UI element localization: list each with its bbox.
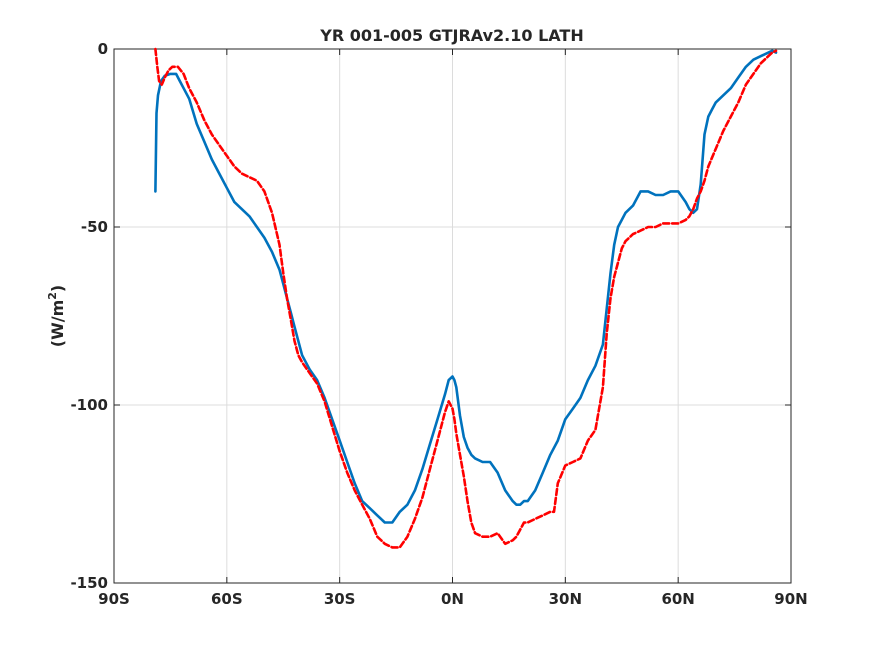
series-layer (154, 47, 778, 549)
x-tick-label: 30S (324, 590, 356, 608)
y-tick-label: -100 (70, 396, 108, 414)
y-tick-label: 0 (98, 40, 108, 58)
grid (114, 49, 791, 583)
x-tick-label: 90S (98, 590, 130, 608)
x-tick-label: 90N (774, 590, 807, 608)
y-axis-label-close: ) (48, 285, 67, 292)
x-tick-labels: 90S 60S 30S 0N 30N 60N 90N (98, 590, 808, 608)
x-tick-label: 0N (441, 590, 464, 608)
tick-marks (113, 48, 792, 584)
series-line-1 (154, 49, 778, 524)
y-tick-label: -50 (81, 218, 108, 236)
y-axis-label-exponent: 2 (46, 292, 59, 300)
y-tick-labels: 0 -50 -100 -150 (70, 40, 108, 592)
x-tick-label: 60S (211, 590, 243, 608)
x-tick-label: 60N (661, 590, 694, 608)
series-line-2 (154, 47, 778, 549)
y-axis-label: (W/m2) (46, 285, 67, 347)
y-axis-label-unit: (W/m (48, 300, 67, 347)
chart-title: YR 001-005 GTJRAv2.10 LATH (319, 26, 583, 45)
y-tick-label: -150 (70, 574, 108, 592)
x-tick-label: 30N (549, 590, 582, 608)
